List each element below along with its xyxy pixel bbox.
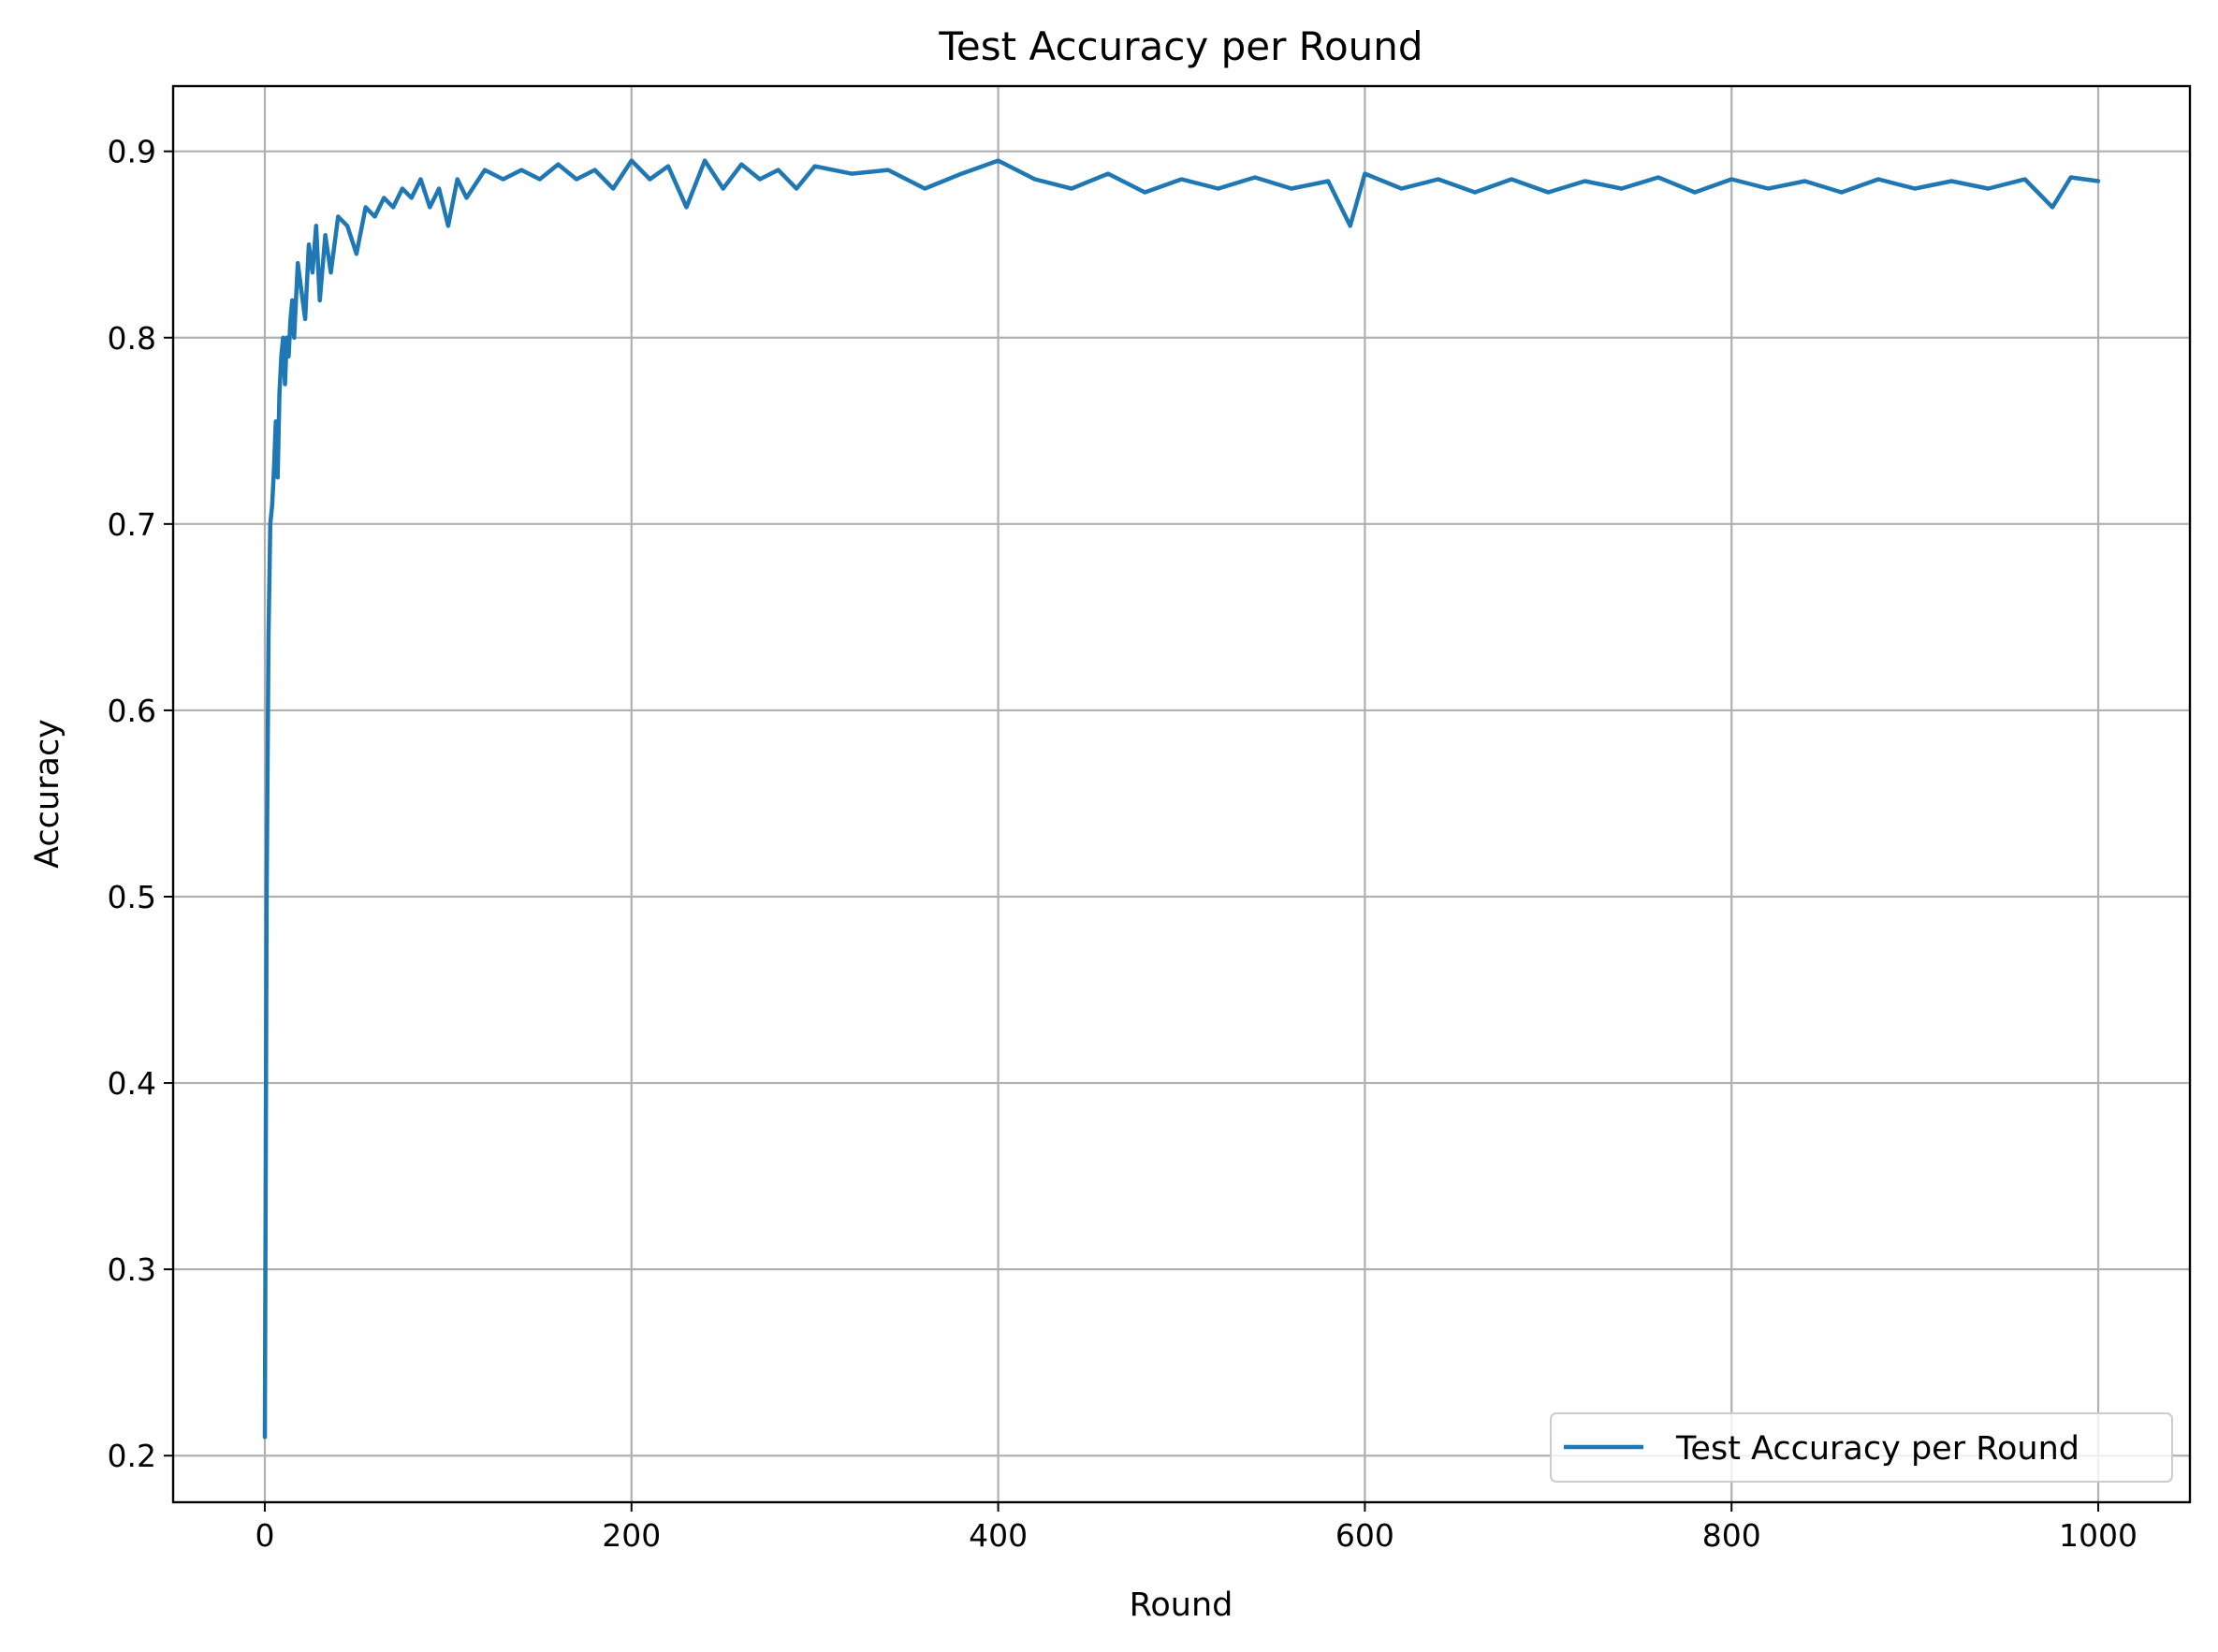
legend: Test Accuracy per Round [1550, 1412, 2173, 1483]
y-tick-label: 0.7 [108, 506, 156, 543]
x-gridlines [263, 86, 2100, 1502]
y-tick-label: 0.3 [108, 1251, 156, 1288]
chart-title: Test Accuracy per Round [938, 23, 1423, 69]
x-tick-label: 1000 [2059, 1517, 2138, 1554]
x-axis-ticks: 0 200 400 600 800 1000 [255, 1502, 2138, 1554]
x-tick-label: 600 [1335, 1517, 1394, 1554]
x-tick-label: 800 [1702, 1517, 1761, 1554]
y-tick-label: 0.2 [108, 1438, 156, 1474]
legend-box [1550, 1412, 2173, 1483]
y-tick-label: 0.8 [108, 320, 156, 357]
x-axis-label: Round [1130, 1586, 1233, 1624]
plot-frame [171, 84, 2192, 1504]
accuracy-series-line [262, 158, 2101, 1440]
x-tick-label: 0 [255, 1517, 274, 1554]
legend-label: Test Accuracy per Round [1675, 1430, 2079, 1468]
x-tick-label: 400 [969, 1517, 1028, 1554]
y-axis-ticks: 0.2 0.3 0.4 0.5 0.6 0.7 0.8 0.9 [108, 134, 173, 1474]
y-tick-label: 0.4 [108, 1065, 156, 1102]
y-tick-label: 0.5 [108, 879, 156, 915]
x-tick-label: 200 [602, 1517, 661, 1554]
y-tick-label: 0.9 [108, 134, 156, 170]
y-tick-label: 0.6 [108, 693, 156, 729]
series-layer [262, 158, 2101, 1440]
y-axis-label: Accuracy [29, 719, 66, 869]
